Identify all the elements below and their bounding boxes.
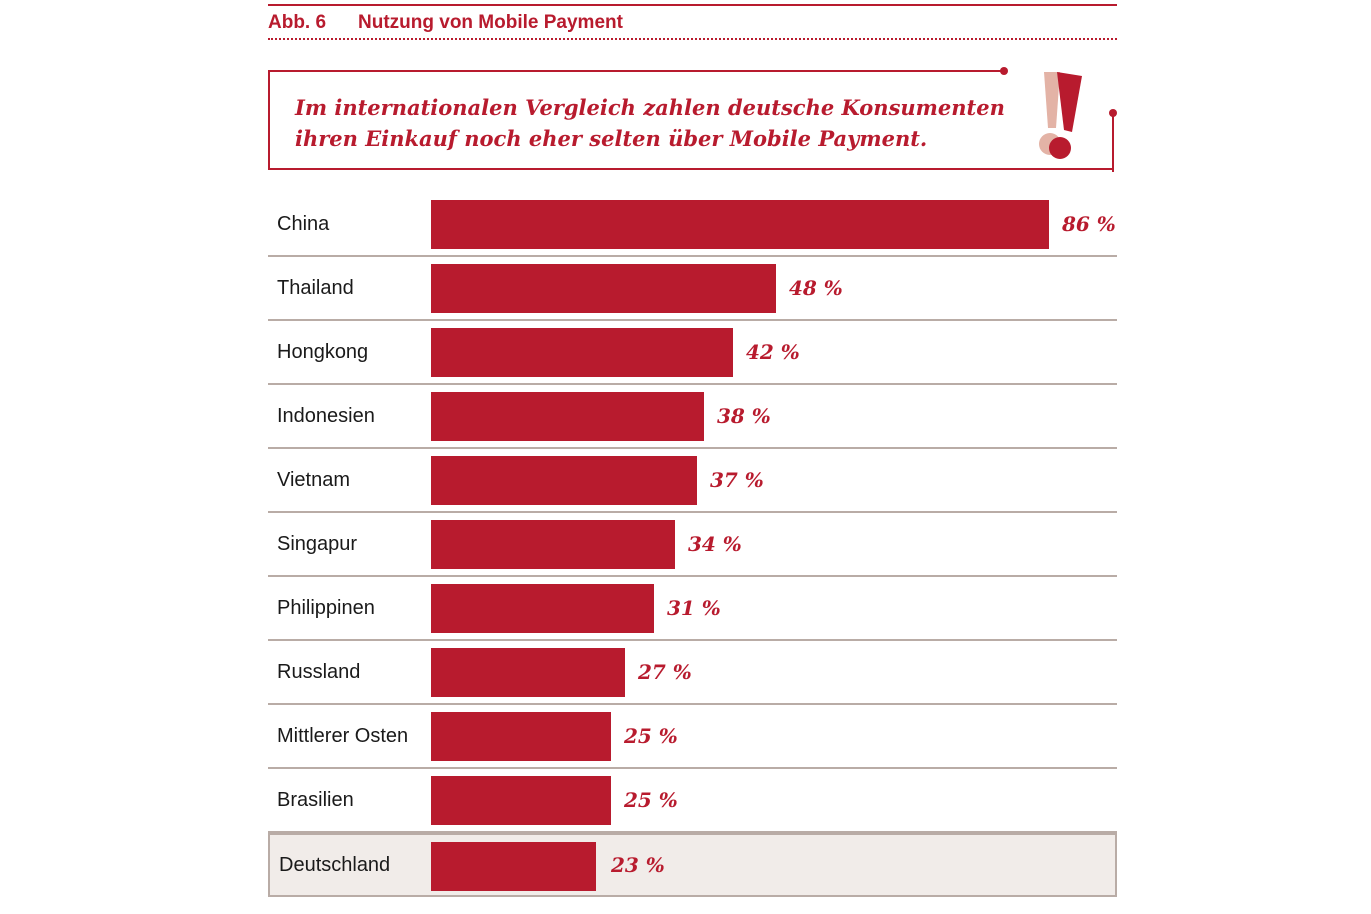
- bar-value-label: 42 %: [746, 340, 800, 364]
- chart-row: Singapur 34 %: [268, 513, 1117, 577]
- callout-dot: [1000, 67, 1008, 75]
- callout-text: Im internationalen Vergleich zahlen deut…: [295, 92, 1025, 154]
- bar: [431, 648, 625, 697]
- bar: [431, 520, 675, 569]
- bar-value-label: 25 %: [624, 788, 678, 812]
- category-label: Mittlerer Osten: [277, 724, 409, 747]
- chart-row: Mittlerer Osten 25 %: [268, 705, 1117, 769]
- category-label: Singapur: [277, 532, 358, 555]
- bar: [431, 392, 704, 441]
- bar-value-label: 34 %: [688, 532, 742, 556]
- chart-row: Thailand 48 %: [268, 257, 1117, 321]
- category-label: Indonesien: [277, 404, 375, 427]
- figure-title: Nutzung von Mobile Payment: [358, 12, 623, 33]
- bar: [431, 712, 611, 761]
- bar-value-label: 38 %: [717, 404, 771, 428]
- bar-value-label: 86 %: [1062, 212, 1116, 236]
- bar: [431, 456, 697, 505]
- bar: [431, 776, 611, 825]
- category-label: Russland: [277, 660, 361, 683]
- category-label: Hongkong: [277, 340, 369, 363]
- exclamation-icon: [1039, 72, 1082, 159]
- chart-row: Vietnam 37 %: [268, 449, 1117, 513]
- bar-value-label: 25 %: [624, 724, 678, 748]
- callout-right-line: [1112, 113, 1114, 172]
- bar-value-label: 23 %: [611, 853, 665, 877]
- bar-value-label: 37 %: [710, 468, 764, 492]
- bar: [431, 328, 733, 377]
- chart-row: Russland 27 %: [268, 641, 1117, 705]
- bar: [431, 842, 596, 891]
- figure-header: Abb. 6 Nutzung von Mobile Payment: [268, 10, 623, 36]
- category-label: Vietnam: [277, 468, 351, 491]
- bar-value-label: 48 %: [789, 276, 843, 300]
- chart-row: Philippinen 31 %: [268, 577, 1117, 641]
- bar: [431, 200, 1049, 249]
- figure-number: Abb. 6: [268, 12, 327, 33]
- category-label: China: [277, 212, 330, 235]
- bar-chart: China 86 % Thailand 48 % Hongkong 42 % Indones…: [268, 193, 1117, 897]
- bar-value-label: 27 %: [638, 660, 692, 684]
- dotted-divider: [268, 38, 1117, 40]
- top-rule: [268, 4, 1117, 6]
- callout-top-line: [268, 70, 1004, 72]
- callout-line-2: ihren Einkauf noch eher selten über Mobi…: [295, 126, 928, 151]
- callout-box: [268, 70, 1114, 170]
- chart-row: Indonesien 38 %: [268, 385, 1117, 449]
- bar: [431, 264, 776, 313]
- callout-dot: [1109, 109, 1117, 117]
- bar-value-label: 31 %: [667, 596, 721, 620]
- category-label: Philippinen: [277, 596, 375, 619]
- category-label: Brasilien: [277, 788, 354, 811]
- chart-row: China 86 %: [268, 193, 1117, 257]
- category-label: Thailand: [277, 276, 354, 299]
- bar: [431, 584, 654, 633]
- chart-row: Deutschland 23 %: [268, 833, 1117, 897]
- callout-line-1: Im internationalen Vergleich zahlen deut…: [295, 95, 1005, 120]
- chart-row: Hongkong 42 %: [268, 321, 1117, 385]
- category-label: Deutschland: [279, 853, 391, 876]
- chart-row: Brasilien 25 %: [268, 769, 1117, 833]
